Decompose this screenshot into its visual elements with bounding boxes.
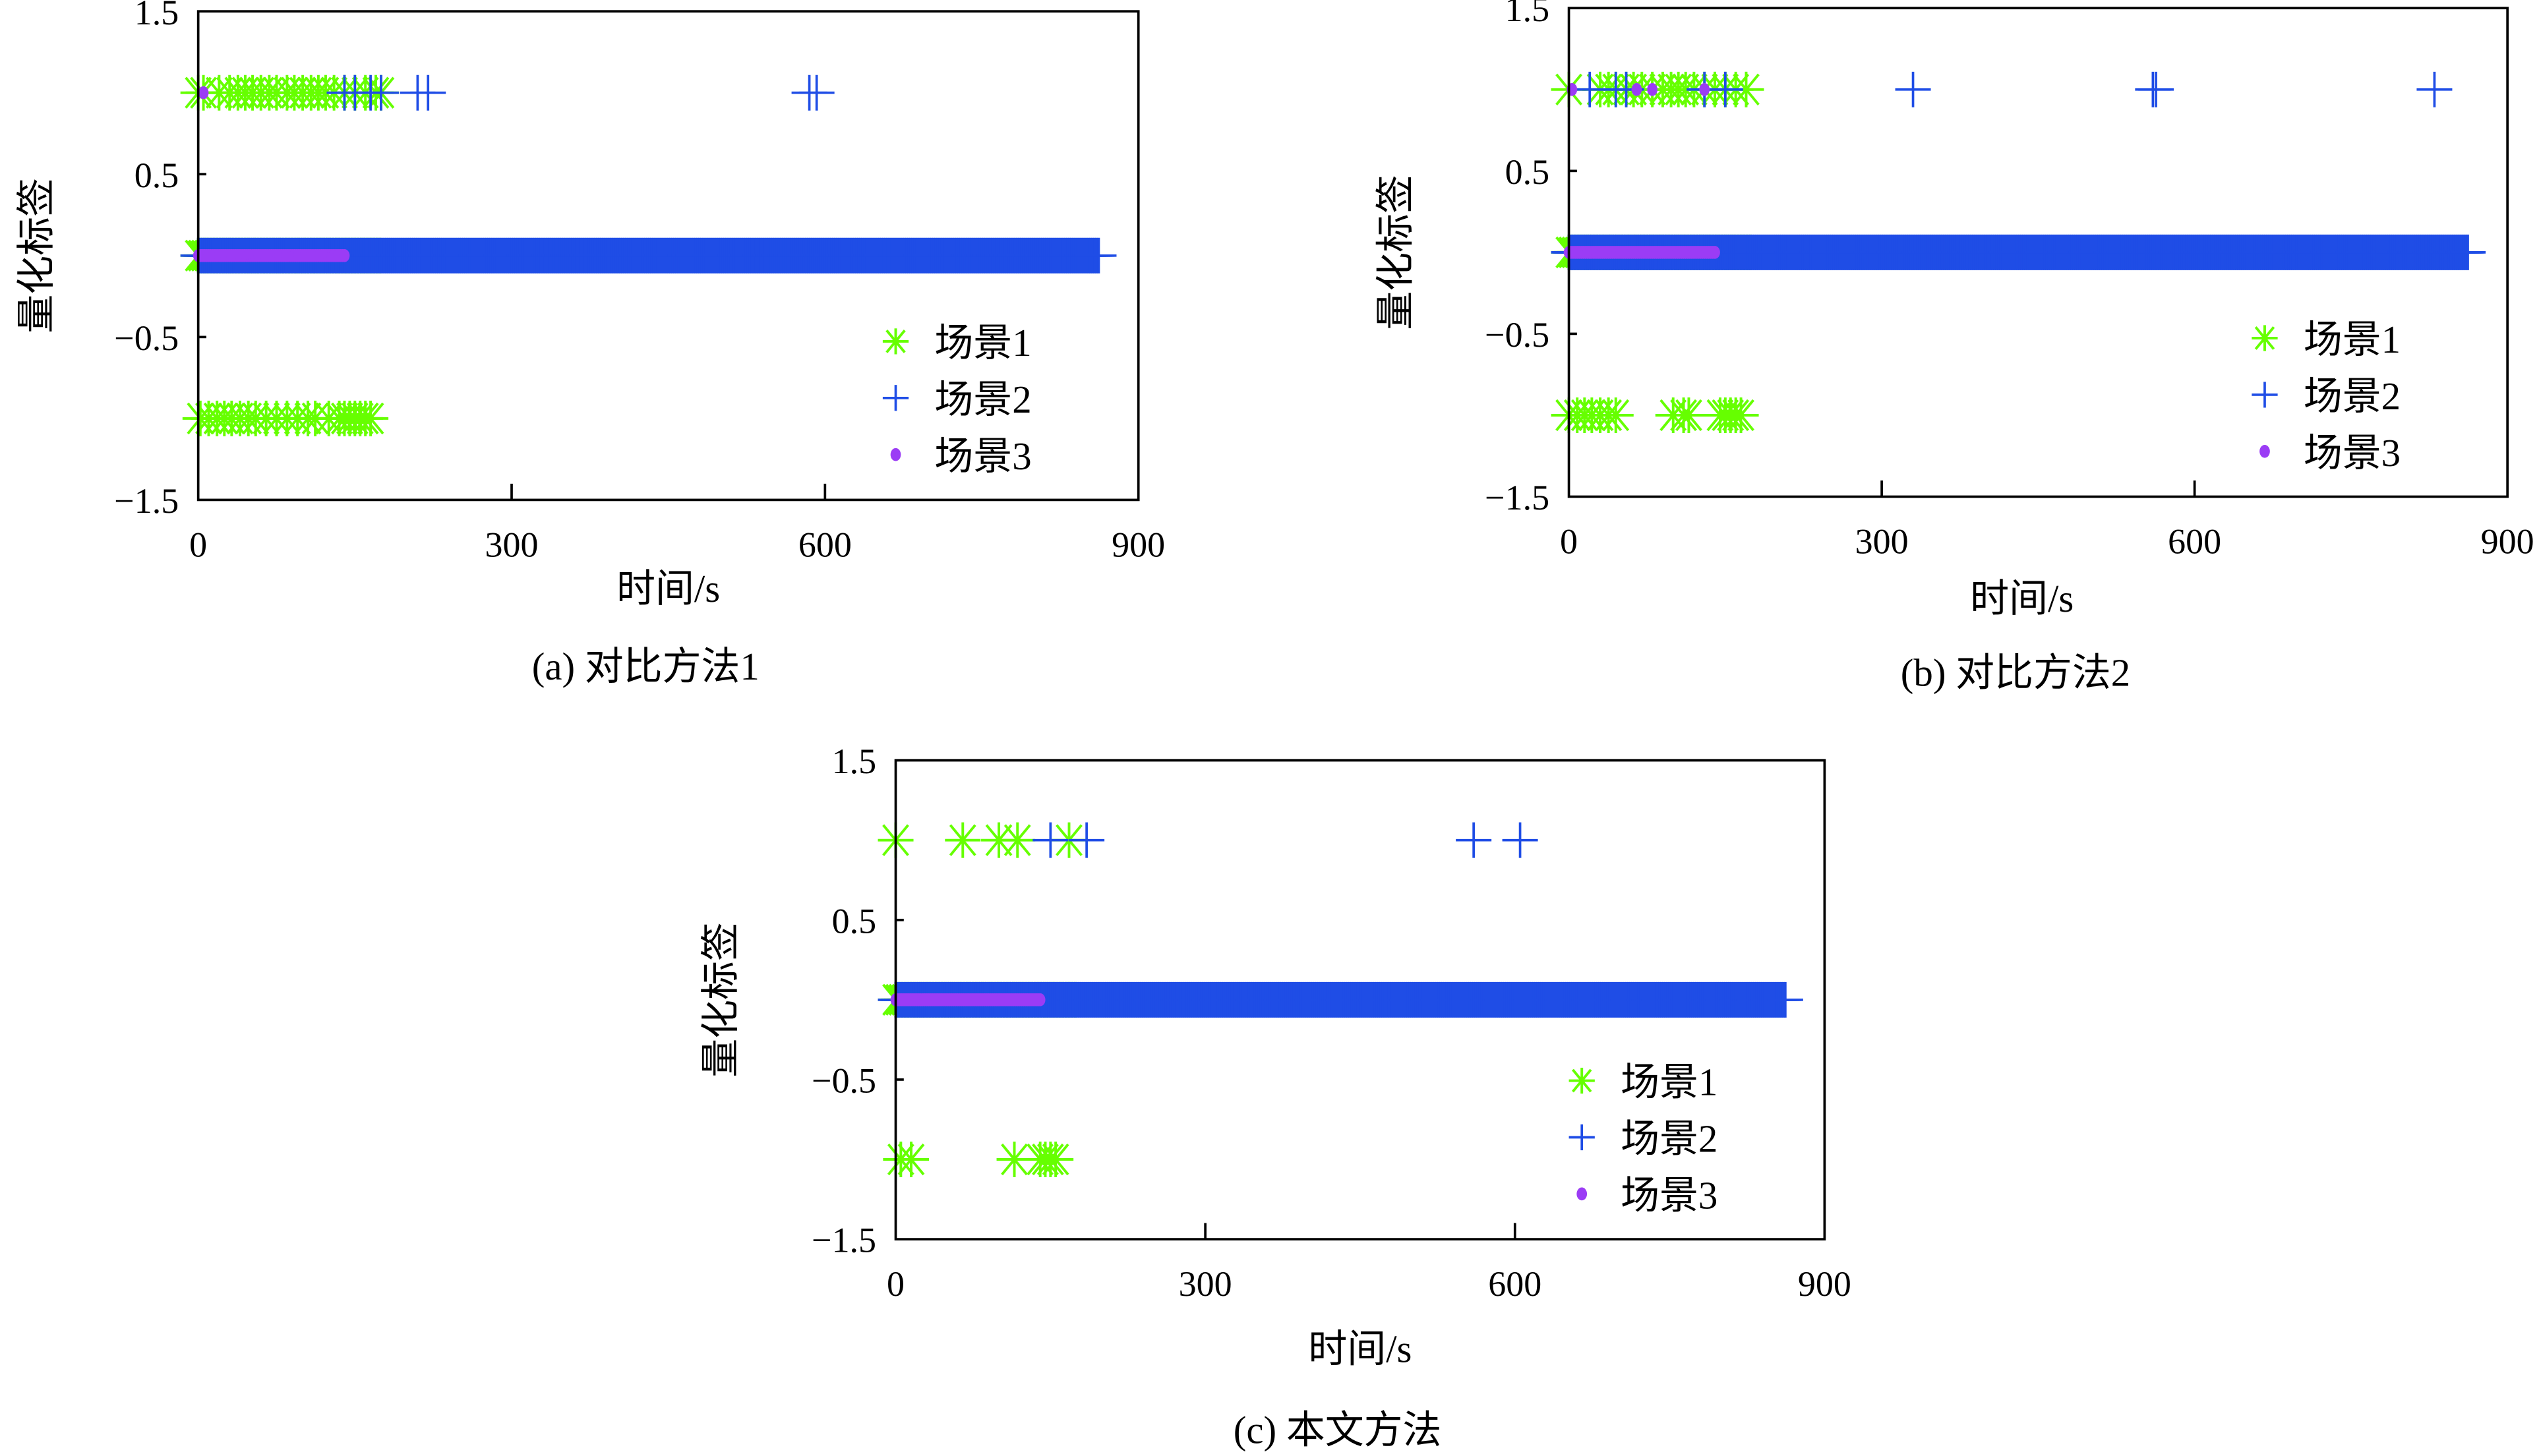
dot-marker [1631, 82, 1642, 96]
legend: 场景1 场景2 场景3 [2252, 318, 2401, 475]
plus-marker [882, 385, 909, 411]
plus-marker [1069, 822, 1105, 858]
asterisk-marker [353, 400, 389, 436]
y-tick-label: −0.5 [812, 1061, 876, 1101]
plus-marker [1456, 822, 1492, 858]
x-tick-label: 300 [485, 525, 539, 564]
asterisk-marker [1598, 397, 1634, 433]
plot-frame [196, 10, 1140, 502]
legend-label: 场景2 [934, 378, 1031, 421]
dot-marker [2259, 444, 2270, 458]
asterisk-marker [1671, 397, 1707, 433]
subplot-b: 1.5 0.5 −0.5 −1.5 0 300 600 900 时间/s 量化标签 (b) 对比方法… [1375, 0, 2534, 695]
legend-label: 场景2 [2304, 375, 2401, 418]
subplot-c: 1.5 0.5 −0.5 −1.5 0 300 600 900 时间/s 量化标签 (c) 本文方法… [700, 742, 1851, 1451]
legend-label: 场景2 [1621, 1118, 1718, 1161]
plus-marker [2138, 71, 2174, 107]
asterisk-marker [882, 328, 909, 355]
asterisk-marker [1568, 1067, 1595, 1094]
legend-label: 场景3 [2304, 432, 2401, 475]
plus-marker [410, 74, 446, 111]
x-tick-label: 300 [1855, 521, 1909, 561]
y-tick-label: −1.5 [812, 1221, 876, 1260]
asterisk-marker [1723, 397, 1759, 433]
subplot-caption: (a) 对比方法1 [532, 645, 760, 688]
asterisk-marker [1038, 1142, 1074, 1178]
y-axis-label: 量化标签 [1375, 175, 1418, 330]
series-3 [890, 993, 1046, 1006]
series-3 [193, 86, 350, 262]
y-tick-label: 0.5 [1505, 152, 1549, 192]
y-tick-label: −1.5 [1485, 478, 1549, 517]
x-tick-label: 0 [887, 1264, 905, 1304]
y-tick-label: 0.5 [832, 901, 876, 941]
legend-label: 场景1 [934, 322, 1031, 364]
legend-label: 场景1 [2304, 318, 2401, 361]
plus-marker [1502, 822, 1538, 858]
legend-label: 场景1 [1621, 1061, 1718, 1104]
x-tick-label: 300 [1179, 1264, 1232, 1304]
plus-marker [1895, 71, 1931, 107]
x-axis-label: 时间/s [616, 568, 720, 610]
y-tick-label: −0.5 [1485, 315, 1549, 355]
plus-marker [1032, 822, 1069, 858]
y-tick-label: 1.5 [832, 742, 876, 781]
y-tick-label: 0.5 [134, 156, 179, 195]
legend-label: 场景3 [934, 435, 1031, 478]
asterisk-marker [981, 822, 1017, 858]
dot-marker [1034, 993, 1046, 1006]
y-axis-label: 量化标签 [700, 922, 742, 1078]
asterisk-marker [893, 1142, 930, 1178]
legend-label: 场景3 [1621, 1174, 1718, 1217]
plus-marker [2252, 382, 2278, 408]
dot-marker [1710, 246, 1720, 259]
y-tick-label: 1.5 [1505, 0, 1549, 29]
plus-marker [798, 74, 835, 111]
asterisk-marker [945, 822, 981, 858]
dot-marker [1699, 82, 1710, 96]
series-2 [1551, 71, 2486, 270]
plus-marker [1767, 981, 1803, 1018]
dot-marker [339, 248, 350, 262]
x-tick-label: 900 [1798, 1264, 1851, 1304]
dot-marker [1647, 82, 1658, 96]
x-tick-label: 600 [798, 525, 852, 564]
x-tick-label: 0 [1560, 521, 1578, 561]
subplot-caption: (c) 本文方法 [1234, 1409, 1442, 1451]
plot-frame [1567, 7, 2509, 498]
dot-marker [1576, 1187, 1588, 1201]
plus-marker [2450, 234, 2486, 270]
x-tick-label: 900 [2481, 521, 2534, 561]
x-tick-label: 900 [1112, 525, 1165, 564]
plot-frame [894, 759, 1826, 1240]
x-tick-label: 600 [2168, 521, 2221, 561]
series-3 [1563, 82, 1720, 259]
legend: 场景1 场景2 场景3 [882, 322, 1032, 478]
dot-marker [198, 86, 209, 100]
x-tick-label: 0 [189, 525, 207, 564]
plus-marker [2416, 71, 2453, 107]
plus-marker [1081, 237, 1117, 274]
asterisk-marker [1000, 822, 1036, 858]
x-axis-label: 时间/s [1308, 1328, 1412, 1371]
legend: 场景1 场景2 场景3 [1568, 1061, 1718, 1217]
plus-marker [1568, 1124, 1595, 1151]
y-tick-label: 1.5 [134, 0, 179, 32]
subplot-a: 1.5 0.5 −0.5 −1.5 0 300 600 900 时间/s 量化标签 (a) 对比方法… [15, 0, 1165, 688]
dot-marker [890, 448, 901, 461]
subplot-caption: (b) 对比方法2 [1901, 652, 2130, 695]
y-tick-label: −1.5 [114, 481, 179, 521]
plus-marker [1707, 71, 1743, 107]
y-axis-label: 量化标签 [15, 178, 58, 334]
x-tick-label: 600 [1488, 1264, 1541, 1304]
asterisk-marker [1728, 71, 1764, 107]
x-axis-label: 时间/s [1970, 577, 2074, 620]
y-tick-label: −0.5 [114, 318, 179, 358]
asterisk-marker [2252, 325, 2278, 351]
plus-marker [363, 74, 399, 111]
series-2 [878, 822, 1803, 1018]
